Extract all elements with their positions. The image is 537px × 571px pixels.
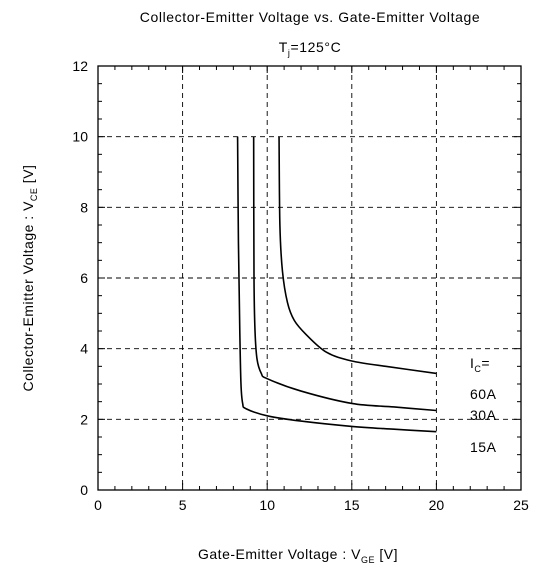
tick-labels: 0 5 10 15 20 25 0 2 4 6 8 10 12 (72, 58, 529, 513)
x-tick-label: 5 (179, 497, 187, 513)
series-label-60a: 60A (470, 386, 497, 402)
y-tick-label: 10 (72, 129, 88, 145)
chart-title: Collector-Emitter Voltage vs. Gate-Emitt… (140, 9, 480, 25)
grid-lines (98, 66, 521, 490)
x-tick-label: 10 (259, 497, 275, 513)
y-tick-label: 0 (80, 482, 88, 498)
series-header: IC= (470, 355, 490, 374)
series-label-15a: 15A (470, 439, 497, 455)
chart-subtitle: Tj=125°C (279, 39, 342, 58)
series-line-60a (278, 136, 437, 375)
y-tick-label: 2 (80, 411, 88, 427)
series-line-15a (236, 136, 437, 433)
axis-ticks (97, 65, 522, 491)
plot-frame (97, 65, 522, 491)
y-tick-label: 12 (72, 58, 88, 74)
y-tick-label: 8 (80, 199, 88, 215)
x-tick-label: 15 (344, 497, 360, 513)
series-label-30a: 30A (470, 407, 497, 423)
x-tick-label: 25 (513, 497, 529, 513)
y-axis-title: Collector-Emitter Voltage : VCE [V] (20, 165, 39, 392)
series-lines (236, 136, 437, 433)
x-tick-label: 0 (94, 497, 102, 513)
x-axis-title: Gate-Emitter Voltage : VGE [V] (198, 546, 398, 565)
series-line-30a (252, 136, 437, 412)
x-tick-label: 20 (429, 497, 445, 513)
y-tick-label: 4 (80, 341, 88, 357)
y-tick-label: 6 (80, 270, 88, 286)
